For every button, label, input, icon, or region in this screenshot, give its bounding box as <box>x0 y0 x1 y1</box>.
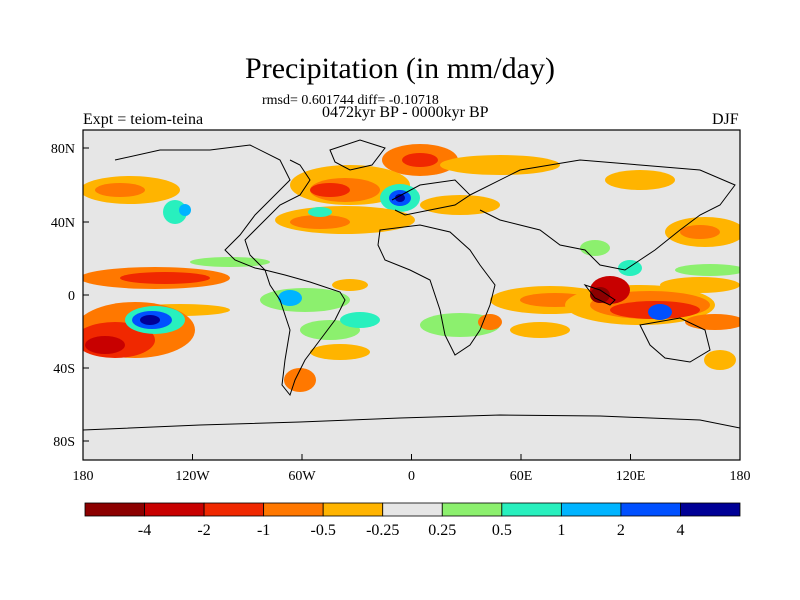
anomaly-patch <box>310 344 370 360</box>
anomaly-fields <box>83 144 740 392</box>
colorbar-label: 4 <box>676 522 684 539</box>
season-label: DJF <box>712 111 739 128</box>
anomaly-patch <box>618 260 642 276</box>
colorbar-labels: -4 -2 -1 -0.5 -0.25 0.25 0.5 1 2 4 <box>138 522 685 539</box>
anomaly-patch <box>648 304 672 320</box>
coast-south-america <box>264 269 346 397</box>
colorbar-swatch <box>501 502 562 517</box>
coast-greenland <box>329 139 386 171</box>
anomaly-patch <box>179 204 191 216</box>
anomaly-patch <box>308 207 332 217</box>
anomaly-patch <box>510 322 570 338</box>
anomaly-patch <box>580 240 610 256</box>
colorbar <box>84 502 741 517</box>
page-title: Precipitation (in mm/day) <box>245 52 555 85</box>
lat-tick-marks <box>83 147 89 442</box>
lon-tick-label: 120E <box>616 469 646 484</box>
lat-tick-label: 80S <box>53 435 75 450</box>
anomaly-patch <box>260 288 350 312</box>
lat-tick-label: 0 <box>68 289 75 304</box>
anomaly-patch <box>685 314 740 330</box>
colorbar-swatch <box>620 502 681 517</box>
colorbar-label: -4 <box>138 522 151 539</box>
coast-australia <box>639 317 711 363</box>
lat-tick-labels: 80N 40N 0 40S 80S <box>51 142 75 450</box>
colorbar-label: -0.5 <box>311 522 336 539</box>
colorbar-swatch <box>144 502 205 517</box>
anomaly-patch <box>120 272 210 284</box>
anomaly-patch <box>290 215 350 229</box>
anomaly-patch <box>190 257 270 267</box>
colorbar-swatch <box>84 502 145 517</box>
lon-tick-label: 180 <box>730 469 751 484</box>
coastlines <box>83 139 740 431</box>
anomaly-patch <box>704 350 736 370</box>
colorbar-swatch <box>560 502 622 517</box>
colorbar-swatch <box>680 502 741 517</box>
experiment-label: Expt = teiom-teina <box>83 111 204 128</box>
anomaly-patch <box>340 312 380 328</box>
colorbar-label: -2 <box>197 522 210 539</box>
anomaly-patch <box>605 170 675 190</box>
colorbar-label: 0.25 <box>428 522 456 539</box>
anomaly-patch <box>284 368 316 392</box>
colorbar-swatch <box>322 502 384 517</box>
colorbar-swatch <box>263 502 324 517</box>
colorbar-swatch <box>203 502 265 517</box>
anomaly-patch <box>278 290 302 306</box>
anomaly-patch <box>420 195 500 215</box>
colorbar-label: -1 <box>257 522 270 539</box>
anomaly-patch <box>402 153 438 167</box>
anomaly-patch <box>140 315 160 325</box>
lon-tick-labels: 180 120W 60W 0 60E 120E 180 <box>73 469 751 484</box>
anomaly-patch <box>85 336 125 354</box>
period-label: 0472kyr BP - 0000kyr BP <box>322 104 489 121</box>
lon-tick-label: 0 <box>408 469 415 484</box>
anomaly-patch <box>680 225 720 239</box>
anomaly-patch <box>478 314 502 330</box>
anomaly-patch <box>675 264 740 276</box>
anomaly-patch <box>590 287 610 303</box>
colorbar-swatch <box>441 502 503 517</box>
anomaly-patch <box>395 194 405 202</box>
colorbar-label: -0.25 <box>366 522 399 539</box>
colorbar-label: 0.5 <box>492 522 512 539</box>
anomaly-patch <box>440 155 560 175</box>
coast-asia <box>469 159 736 271</box>
coast-north-america <box>114 144 311 271</box>
coast-africa <box>377 224 496 356</box>
lon-tick-label: 180 <box>73 469 94 484</box>
coast-antarctica <box>83 414 740 431</box>
anomaly-patch <box>95 183 145 197</box>
lat-tick-label: 80N <box>51 142 75 157</box>
lon-tick-label: 60E <box>510 469 533 484</box>
anomaly-patch <box>660 277 740 293</box>
coast-europe <box>391 179 471 216</box>
coast-indonesia <box>583 284 616 306</box>
colorbar-swatch <box>382 502 443 517</box>
anomaly-patch <box>332 279 368 291</box>
lat-tick-label: 40S <box>53 362 75 377</box>
lon-tick-label: 120W <box>175 469 210 484</box>
lat-tick-label: 40N <box>51 216 75 231</box>
colorbar-label: 1 <box>557 522 565 539</box>
colorbar-label: 2 <box>617 522 625 539</box>
lon-tick-marks <box>82 454 741 460</box>
lon-tick-label: 60W <box>288 469 316 484</box>
anomaly-patch <box>310 183 350 197</box>
stats-label: rmsd= 0.601744 diff= -0.10718 <box>262 93 439 108</box>
